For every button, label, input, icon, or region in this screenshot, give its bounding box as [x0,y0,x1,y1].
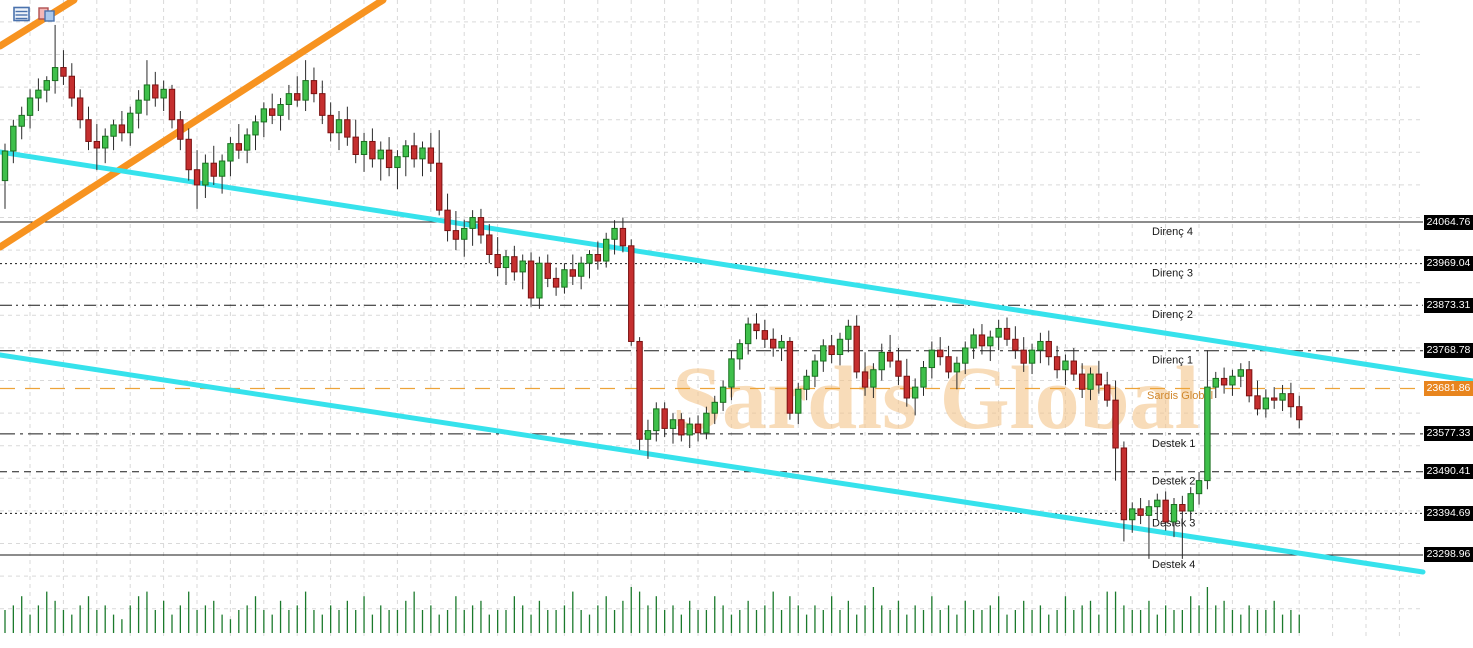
price-tag-current: 23681.86 [1424,380,1473,396]
support-resistance-lines[interactable] [0,221,1423,556]
indicator-watermark-label: Sardis Global [1147,390,1213,402]
price-tag-level: 23394.69 [1424,505,1473,521]
level-label: Direnç 3 [1152,268,1193,280]
price-tag-level: 23298.96 [1424,547,1473,563]
level-label: Direnç 4 [1152,226,1193,238]
trendlines[interactable] [0,0,1473,575]
watermark-text: Sardis Global [672,349,1200,448]
level-labels: Direnç 4 Direnç 3 Direnç 2 Direnç 1 Destek 1… [1152,226,1195,571]
candlestick-series [1,24,1303,559]
orange-trendline-lower[interactable] [0,0,387,251]
grid [0,0,1423,640]
cyan-channel-lower[interactable] [0,352,1426,575]
level-label: Destek 1 [1152,438,1195,450]
level-label: Direnç 2 [1152,309,1193,321]
cyan-channel-upper[interactable] [0,149,1473,384]
level-label: Destek 2 [1152,476,1195,488]
price-tag-level: 24064.76 [1424,214,1473,230]
level-label: Destek 4 [1152,559,1195,571]
volume-series [4,587,1300,633]
level-label: Direnç 1 [1152,355,1193,367]
orange-trendline-upper[interactable] [0,0,78,50]
price-tag-level: 23577.33 [1424,426,1473,442]
chart-objects-icon[interactable] [38,6,56,22]
price-tag-level: 23768.78 [1424,343,1473,359]
price-tag-level: 23873.31 [1424,297,1473,313]
chart-toolbar [13,6,56,22]
table-icon[interactable] [13,6,31,22]
price-tag-level: 23969.04 [1424,256,1473,272]
price-tag-level: 23490.41 [1424,464,1473,480]
